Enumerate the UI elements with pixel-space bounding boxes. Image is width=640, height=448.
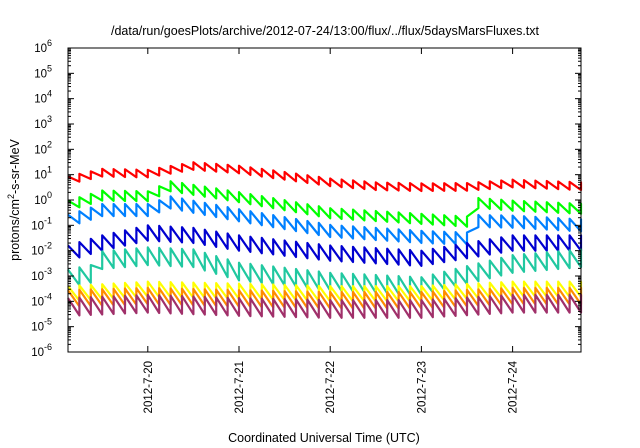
series-line (67, 195, 583, 246)
y-tick-label: 10-2 (31, 241, 52, 258)
y-tick-label: 105 (34, 63, 52, 80)
x-tick: 2012-7-23 (416, 48, 428, 413)
x-tick: 2012-7-21 (234, 48, 246, 413)
x-tick-label: 2012-7-24 (508, 360, 520, 413)
y-tick-label: 10-1 (31, 215, 52, 232)
x-tick: 2012-7-20 (143, 48, 155, 413)
y-tick-label: 100 (34, 190, 52, 207)
y-tick-label: 10-6 (31, 342, 52, 359)
y-tick: 10-2 (31, 241, 581, 258)
chart-title: /data/run/goesPlots/archive/2012-07-24/1… (111, 24, 540, 38)
y-tick: 104 (34, 89, 581, 106)
y-tick-label: 102 (34, 139, 52, 156)
y-axis-label: protons/cm2-s-sr-MeV (6, 138, 22, 260)
y-tick: 105 (34, 63, 581, 80)
series-layer (67, 161, 583, 319)
x-tick: 2012-7-22 (325, 48, 337, 413)
y-tick-label: 10-3 (31, 266, 52, 283)
y-tick: 103 (34, 114, 581, 131)
y-tick-label: 104 (34, 89, 52, 106)
y-tick-label: 106 (34, 38, 52, 55)
x-tick-label: 2012-7-20 (143, 361, 155, 413)
x-axis-ticks: 2012-7-20 2012-7-21 2012-7-22 2012-7-23 2012… (143, 48, 520, 413)
y-tick: 10-4 (31, 291, 581, 308)
series-line (67, 161, 583, 193)
y-tick-label: 103 (34, 114, 52, 131)
y-tick-label: 10-5 (31, 317, 52, 334)
y-tick: 10-1 (31, 215, 581, 232)
x-tick-label: 2012-7-22 (325, 361, 337, 413)
y-tick: 10-3 (31, 266, 581, 283)
series-line (67, 180, 583, 228)
x-axis-label: Coordinated Universal Time (UTC) (228, 431, 420, 445)
y-tick-label: 10-4 (31, 291, 52, 308)
y-tick: 10-5 (31, 317, 581, 334)
y-tick: 106 (34, 38, 581, 55)
x-tick-label: 2012-7-23 (416, 361, 428, 413)
y-tick: 101 (34, 165, 581, 182)
y-tick-label: 101 (34, 165, 52, 182)
y-tick: 102 (34, 139, 581, 156)
y-axis-ticks: 10-6 10-5 10-4 10-3 10-2 10-1 100 101 102 103 104 1… (31, 38, 581, 359)
y-tick: 10-6 (31, 342, 581, 359)
series-line (67, 293, 583, 319)
y-tick: 100 (34, 190, 581, 207)
x-tick-label: 2012-7-21 (234, 361, 246, 413)
series-line (67, 246, 583, 296)
x-tick: 2012-7-24 (508, 48, 520, 413)
series-line (67, 224, 583, 267)
